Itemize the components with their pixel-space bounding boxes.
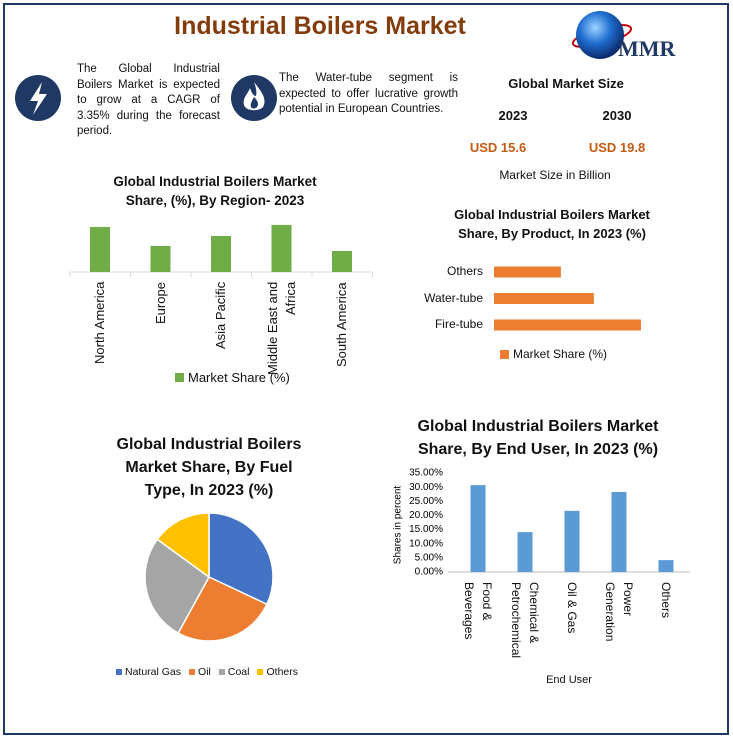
legend-item: Others	[257, 666, 298, 678]
x-tick-label: Oil & Gas	[565, 582, 579, 634]
x-tick-label: South America	[334, 282, 349, 367]
legend-item: Coal	[218, 666, 250, 678]
legend-label: Others	[266, 666, 298, 678]
legend-label: Oil	[198, 666, 211, 678]
x-tick-label: Asia Pacific	[213, 282, 228, 350]
x-tick-label: North America	[92, 282, 107, 365]
x-tick-label: Others	[659, 582, 673, 619]
note: The Global Industrial Boilers Market is …	[77, 63, 220, 137]
logo-text: MMR	[618, 36, 676, 61]
bar	[150, 245, 171, 272]
x-tick-label: Europe	[152, 282, 168, 324]
y-tick-label: Others	[446, 264, 483, 278]
y-tick-label: 20.00%	[409, 510, 443, 521]
flame-core	[250, 97, 258, 109]
legend-item: Natural Gas	[116, 666, 181, 678]
legend-swatch	[218, 669, 225, 675]
x-tick-label: Food & Beverages	[462, 582, 494, 640]
x-tick-label: Chemical & Petrochemical	[509, 582, 541, 659]
year: 2030	[602, 108, 632, 123]
bar	[211, 235, 231, 272]
year: 2023	[498, 108, 528, 123]
x-tick-label: Power Generation	[603, 582, 635, 642]
legend-label: Coal	[227, 666, 250, 678]
legend-label: Market Share (%)	[188, 370, 290, 385]
bolt-icon	[30, 82, 47, 115]
y-tick-label: 35.00%	[409, 468, 443, 479]
y-tick-label: 25.00%	[409, 496, 443, 507]
legend-swatch	[500, 350, 509, 359]
bar	[611, 491, 627, 572]
x-axis-title: End User	[546, 674, 592, 686]
page-title: Industrial Boilers Market	[174, 12, 466, 40]
y-tick-label: Fire-tube	[434, 317, 483, 331]
bar	[494, 293, 594, 304]
bar	[90, 227, 110, 272]
legend: Natural Gas Oil Coal Others	[116, 666, 298, 678]
y-tick-label: 5.00%	[415, 552, 443, 563]
bar	[332, 251, 352, 272]
legend-swatch	[116, 669, 122, 675]
bar	[271, 224, 292, 272]
market-size-title: Global Market Size	[508, 76, 624, 91]
pie-slice	[156, 512, 210, 579]
legend-label: Natural Gas	[125, 666, 182, 678]
x-tick-label: Middle East and Africa	[264, 282, 298, 376]
legend-swatch	[257, 669, 264, 675]
bar	[470, 485, 486, 572]
y-tick-label: 10.00%	[409, 538, 443, 549]
y-tick-label: 0.00%	[415, 567, 443, 578]
y-axis-title: Shares in percent	[393, 486, 404, 565]
chart-title: Global Industrial Boilers Market Share, …	[116, 436, 302, 499]
legend-label: Market Share (%)	[513, 347, 608, 361]
market-caption: Market Size in Billion	[499, 168, 611, 182]
legend-item: Oil	[189, 666, 211, 678]
bar	[494, 266, 561, 278]
flame-icon	[243, 82, 265, 111]
legend-swatch	[189, 669, 196, 675]
legend-swatch	[175, 373, 184, 382]
bar	[517, 532, 533, 572]
market-value: USD 15.6	[469, 140, 527, 155]
pie-slice	[144, 538, 210, 635]
frame	[3, 3, 729, 735]
bar	[564, 510, 580, 572]
logo-globe	[576, 11, 624, 59]
bar	[658, 560, 674, 572]
chart-title: Global Industrial Boilers Market Share, …	[113, 174, 317, 208]
chart-title: Global Industrial Boilers Market Share, …	[417, 418, 659, 458]
market-value: USD 19.8	[588, 140, 646, 155]
y-tick-label: 30.00%	[409, 482, 443, 493]
bar	[494, 319, 641, 331]
y-tick-label: 15.00%	[409, 524, 443, 535]
y-tick-label: Water-tube	[424, 290, 483, 305]
note: The Water-tube segment is expected to of…	[279, 72, 458, 115]
chart-title: Global Industrial Boilers Market Share, …	[454, 207, 650, 241]
pie-slice	[208, 512, 274, 606]
